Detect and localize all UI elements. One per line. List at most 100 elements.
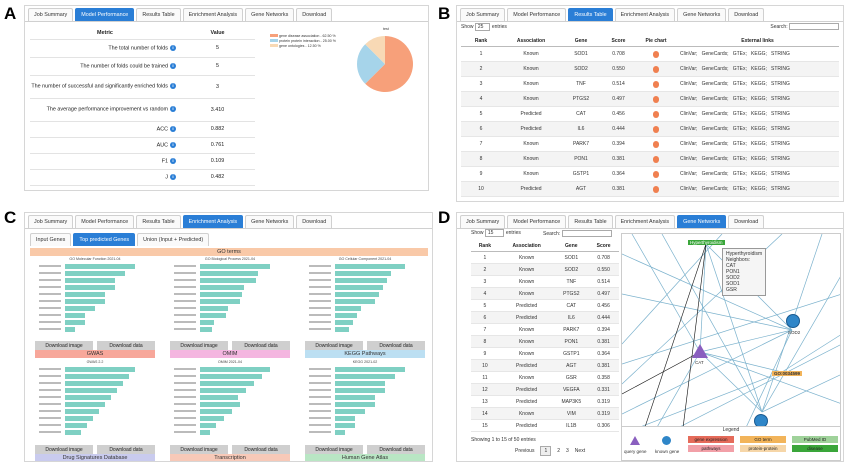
tab-enrichment-analysis[interactable]: Enrichment Analysis bbox=[182, 8, 244, 21]
cell-external-links[interactable]: ClinVar; GeneCards; GTEx; KEGG; STRING bbox=[676, 46, 839, 62]
info-icon[interactable]: i bbox=[170, 83, 176, 90]
mini-pie-icon[interactable] bbox=[653, 200, 659, 201]
tab-download[interactable]: Download bbox=[296, 8, 333, 21]
col-pie-chart[interactable]: Pie chart bbox=[636, 36, 676, 47]
search-input[interactable] bbox=[789, 23, 839, 30]
info-icon[interactable]: i bbox=[170, 106, 176, 113]
tab-results-table[interactable]: Results Table bbox=[568, 8, 613, 21]
cell-score: 0.497 bbox=[601, 91, 636, 107]
node-cat[interactable] bbox=[692, 344, 708, 358]
download-data-button[interactable]: Download data bbox=[97, 341, 155, 351]
col-rank[interactable]: Rank bbox=[461, 36, 501, 47]
cell-external-links[interactable]: ClinVar; GeneCards; GTEx; KEGG; STRING bbox=[676, 196, 839, 201]
tab-model-performance[interactable]: Model Performance bbox=[75, 8, 135, 21]
info-icon[interactable]: i bbox=[170, 44, 176, 51]
bar-label-stub bbox=[309, 279, 331, 281]
download-image-button[interactable]: Download image bbox=[305, 341, 363, 351]
table-row: 10 Predicted AGT 0.381 bbox=[471, 359, 619, 372]
pager-next[interactable]: Next bbox=[574, 448, 586, 454]
node-go-term[interactable]: GO:0034599 bbox=[772, 371, 803, 376]
tab-job-summary[interactable]: Job Summary bbox=[460, 215, 506, 228]
info-icon[interactable]: i bbox=[170, 173, 176, 180]
tab-model-performance[interactable]: Model Performance bbox=[507, 8, 567, 21]
tab-job-summary[interactable]: Job Summary bbox=[28, 215, 74, 228]
mini-pie-icon[interactable] bbox=[653, 110, 659, 118]
subtab-input-genes[interactable]: Input Genes bbox=[30, 233, 72, 246]
tab-download[interactable]: Download bbox=[728, 8, 765, 21]
entries-select[interactable]: 25 bbox=[474, 23, 491, 31]
download-data-button[interactable]: Download data bbox=[97, 445, 155, 455]
tab-results-table[interactable]: Results Table bbox=[136, 215, 181, 228]
pager-page-3[interactable]: 3 bbox=[566, 448, 569, 454]
cell-rank: 2 bbox=[471, 263, 499, 276]
tab-model-performance[interactable]: Model Performance bbox=[507, 215, 567, 228]
pager-page-2[interactable]: 2 bbox=[557, 448, 561, 454]
tab-gene-networks[interactable]: Gene Networks bbox=[245, 8, 295, 21]
cell-pie bbox=[636, 181, 676, 197]
tab-enrichment-analysis[interactable]: Enrichment Analysis bbox=[614, 8, 676, 21]
download-data-button[interactable]: Download data bbox=[367, 445, 425, 455]
info-icon[interactable]: i bbox=[170, 125, 176, 132]
mini-pie-icon[interactable] bbox=[653, 140, 659, 148]
col-rank[interactable]: Rank bbox=[471, 241, 499, 252]
mini-pie-icon[interactable] bbox=[653, 65, 659, 73]
download-data-button[interactable]: Download data bbox=[232, 341, 290, 351]
download-data-button[interactable]: Download data bbox=[232, 445, 290, 455]
col-association[interactable]: Association bbox=[498, 241, 555, 252]
cell-external-links[interactable]: ClinVar; GeneCards; GTEx; KEGG; STRING bbox=[676, 91, 839, 107]
tab-model-performance[interactable]: Model Performance bbox=[75, 215, 135, 228]
node-hyperthyroidism[interactable]: Hyperthyroidism bbox=[688, 240, 725, 245]
network-graph[interactable]: Hyperthyroidism SOD2 CAT GO:0034599 SOD1… bbox=[621, 233, 841, 435]
download-image-button[interactable]: Download image bbox=[170, 341, 228, 351]
mini-pie-icon[interactable] bbox=[653, 95, 659, 103]
col-gene[interactable]: Gene bbox=[554, 241, 589, 252]
mini-pie-icon[interactable] bbox=[653, 50, 659, 58]
download-image-button[interactable]: Download image bbox=[170, 445, 228, 455]
cell-external-links[interactable]: ClinVar; GeneCards; GTEx; KEGG; STRING bbox=[676, 76, 839, 92]
col-association[interactable]: Association bbox=[501, 36, 561, 47]
mini-pie-icon[interactable] bbox=[653, 125, 659, 133]
cell-external-links[interactable]: ClinVar; GeneCards; GTEx; KEGG; STRING bbox=[676, 136, 839, 152]
tab-enrichment-analysis[interactable]: Enrichment Analysis bbox=[182, 215, 244, 228]
col-score[interactable]: Score bbox=[588, 241, 619, 252]
tab-gene-networks[interactable]: Gene Networks bbox=[677, 8, 727, 21]
node-sod2[interactable] bbox=[786, 314, 800, 328]
info-icon[interactable]: i bbox=[170, 141, 176, 148]
subtab-union[interactable]: Union (Input + Predicted) bbox=[137, 233, 210, 246]
mini-pie-icon[interactable] bbox=[653, 185, 659, 193]
pager-page-1[interactable]: 1 bbox=[540, 446, 552, 456]
tab-download[interactable]: Download bbox=[296, 215, 333, 228]
cell-external-links[interactable]: ClinVar; GeneCards; GTEx; KEGG; STRING bbox=[676, 106, 839, 122]
col-score[interactable]: Score bbox=[601, 36, 636, 47]
download-image-button[interactable]: Download image bbox=[305, 445, 363, 455]
cell-external-links[interactable]: ClinVar; GeneCards; GTEx; KEGG; STRING bbox=[676, 181, 839, 197]
info-icon[interactable]: i bbox=[170, 62, 176, 69]
entries-select[interactable]: 15 bbox=[484, 229, 505, 237]
tab-job-summary[interactable]: Job Summary bbox=[460, 8, 506, 21]
mini-pie-icon[interactable] bbox=[653, 170, 659, 178]
legend-label: gene ontologies - 12.50 % bbox=[279, 44, 321, 48]
cell-external-links[interactable]: ClinVar; GeneCards; GTEx; KEGG; STRING bbox=[676, 151, 839, 167]
subtab-top-predicted[interactable]: Top predicted Genes bbox=[73, 233, 136, 246]
tab-results-table[interactable]: Results Table bbox=[568, 215, 613, 228]
tab-results-table[interactable]: Results Table bbox=[136, 8, 181, 21]
pager-previous[interactable]: Previous bbox=[515, 448, 535, 454]
download-data-button[interactable]: Download data bbox=[367, 341, 425, 351]
tab-gene-networks[interactable]: Gene Networks bbox=[245, 215, 295, 228]
col-external-links[interactable]: External links bbox=[676, 36, 839, 47]
download-image-button[interactable]: Download image bbox=[35, 341, 93, 351]
col-gene[interactable]: Gene bbox=[561, 36, 601, 47]
tab-download[interactable]: Download bbox=[728, 215, 765, 228]
info-icon[interactable]: i bbox=[170, 157, 176, 164]
enrichment-bar bbox=[200, 374, 262, 379]
mini-pie-icon[interactable] bbox=[653, 155, 659, 163]
tab-enrichment-analysis[interactable]: Enrichment Analysis bbox=[614, 215, 676, 228]
cell-external-links[interactable]: ClinVar; GeneCards; GTEx; KEGG; STRING bbox=[676, 61, 839, 77]
tab-job-summary[interactable]: Job Summary bbox=[28, 8, 74, 21]
search-input[interactable] bbox=[561, 230, 612, 237]
cell-external-links[interactable]: ClinVar; GeneCards; GTEx; KEGG; STRING bbox=[676, 166, 839, 182]
cell-external-links[interactable]: ClinVar; GeneCards; GTEx; KEGG; STRING bbox=[676, 121, 839, 137]
download-image-button[interactable]: Download image bbox=[35, 445, 93, 455]
tab-gene-networks[interactable]: Gene Networks bbox=[677, 215, 727, 228]
mini-pie-icon[interactable] bbox=[653, 80, 659, 88]
